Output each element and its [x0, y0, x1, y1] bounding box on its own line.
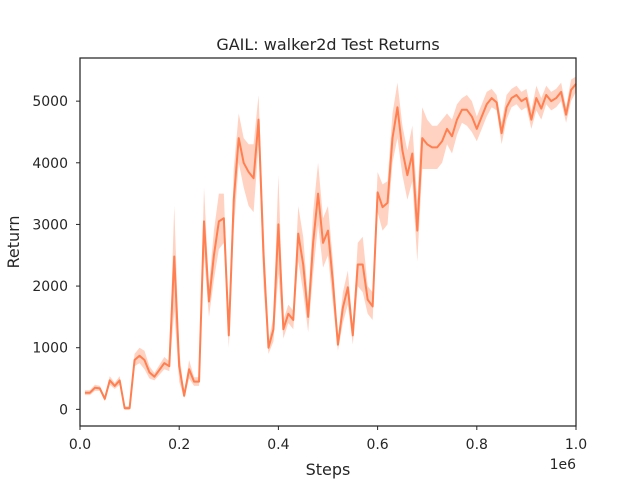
- x-axis-label: Steps: [306, 460, 351, 479]
- y-tick-label: 5000: [32, 94, 68, 110]
- series-0-mean-line: [84, 83, 577, 410]
- x-axis-offset-label: 1e6: [550, 457, 577, 473]
- x-tick-label: 0.2: [168, 437, 190, 453]
- y-tick-label: 3000: [32, 217, 68, 233]
- y-tick-label: 4000: [32, 156, 68, 172]
- y-axis-label: Return: [4, 215, 23, 268]
- chart-title: GAIL: walker2d Test Returns: [216, 35, 439, 54]
- plot-frame: [79, 57, 577, 427]
- y-tick-label: 0: [59, 402, 68, 418]
- x-tick-label: 0.6: [366, 437, 388, 453]
- y-axis-ticks: 0 1000 2000 3000 4000 5000: [32, 94, 80, 418]
- x-axis-ticks: 0.0 0.2 0.4 0.6 0.8 1.0: [69, 426, 587, 453]
- plot-area: [84, 76, 577, 410]
- y-tick-label: 1000: [32, 341, 68, 357]
- series-0-confidence-band: [84, 76, 577, 410]
- x-tick-label: 0.8: [466, 437, 488, 453]
- x-tick-label: 1.0: [565, 437, 587, 453]
- y-tick-label: 2000: [32, 279, 68, 295]
- x-tick-label: 0.4: [267, 437, 289, 453]
- x-tick-label: 0.0: [69, 437, 91, 453]
